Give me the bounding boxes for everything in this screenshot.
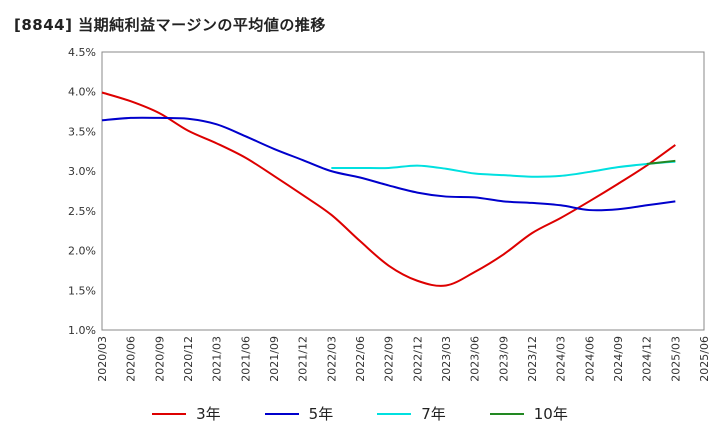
x-tick-labels: 2020/03 2020/06 2020/09 2020/12 2021/03 2021/…	[96, 336, 711, 382]
y-tick-label: 3.5%	[68, 125, 96, 138]
y-tick-label: 3.0%	[68, 165, 96, 178]
x-tick-label: 2024/03	[555, 336, 568, 382]
x-tick-label: 2022/12	[411, 336, 424, 382]
x-tick-label: 2022/09	[383, 336, 396, 382]
y-tick-labels: 1.0% 1.5% 2.0% 2.5% 3.0% 3.5% 4.0% 4.5%	[68, 46, 96, 337]
y-tick-label: 2.0%	[68, 245, 96, 258]
legend-label: 10年	[533, 405, 568, 423]
x-tick-label: 2024/06	[583, 336, 596, 382]
x-tick-label: 2025/06	[698, 336, 711, 382]
x-tick-label: 2023/06	[469, 336, 482, 382]
legend-label: 7年	[421, 405, 446, 423]
y-tick-label: 4.5%	[68, 46, 96, 59]
x-tick-label: 2020/12	[182, 336, 195, 382]
x-tick-label: 2021/06	[239, 336, 252, 382]
x-tick-label: 2022/03	[325, 336, 338, 382]
x-tick-label: 2021/03	[211, 336, 224, 382]
legend-swatch	[152, 412, 187, 415]
legend-swatch	[489, 412, 524, 415]
y-tick-label: 1.5%	[68, 284, 96, 297]
x-tick-label: 2024/09	[612, 336, 625, 382]
x-tick-label: 2020/03	[96, 336, 109, 382]
x-tick-label: 2022/06	[354, 336, 367, 382]
x-tick-label: 2021/12	[297, 336, 310, 382]
legend-item: 10年	[489, 403, 568, 424]
x-tick-label: 2020/09	[153, 336, 166, 382]
plot-area	[101, 51, 705, 331]
series-lines	[101, 91, 676, 287]
chart-title: [8844] 当期純利益マージンの平均値の推移	[14, 16, 326, 34]
series-line-5	[101, 116, 676, 212]
series-line-7	[331, 160, 676, 178]
x-tick-label: 2023/12	[526, 336, 539, 382]
x-tick-label: 2020/06	[125, 336, 138, 382]
y-tick-label: 1.0%	[68, 324, 96, 337]
legend-swatch	[377, 412, 412, 415]
series-line-10	[646, 159, 676, 165]
series-line-3	[101, 91, 676, 287]
legend: 3年 5年 7年 10年	[0, 403, 720, 424]
axes	[101, 51, 705, 331]
y-tick-label: 2.5%	[68, 205, 96, 218]
legend-label: 5年	[308, 405, 334, 423]
legend-item: 3年	[152, 403, 221, 424]
legend-label: 3年	[196, 405, 221, 423]
legend-swatch	[264, 412, 299, 415]
x-tick-label: 2023/09	[497, 336, 510, 382]
legend-item: 5年	[264, 403, 334, 424]
legend-item: 7年	[377, 403, 446, 424]
x-tick-label: 2021/09	[268, 336, 281, 382]
x-tick-label: 2025/03	[669, 336, 682, 382]
x-tick-label: 2023/03	[440, 336, 453, 382]
y-tick-label: 4.0%	[68, 86, 96, 99]
x-tick-label: 2024/12	[641, 336, 654, 382]
